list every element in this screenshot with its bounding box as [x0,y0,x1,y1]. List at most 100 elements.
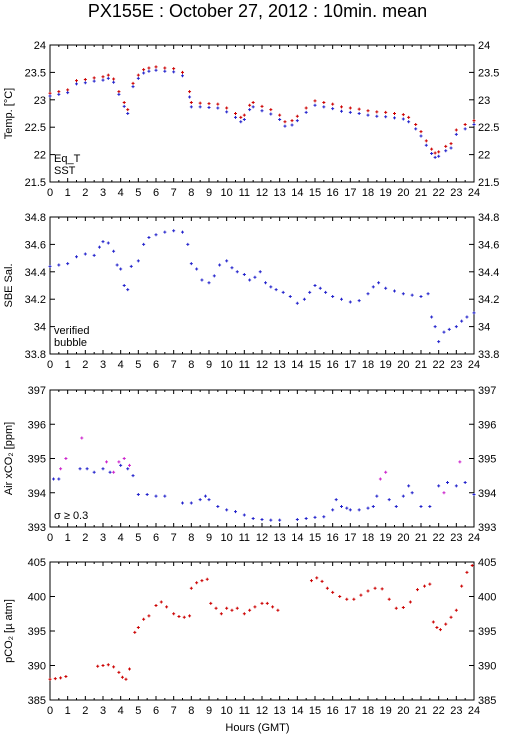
y-tick-label-left: 34.6 [25,239,46,251]
data-point [101,240,105,244]
data-point [189,101,193,105]
data-point [375,114,379,118]
y-tick-label-left: 405 [28,557,46,569]
y-tick-label-right: 22 [478,150,490,162]
y-tick-label-left: 397 [28,385,46,397]
data-point [172,229,176,233]
x-tick-label: 19 [380,187,392,199]
y-tick-label-right: 397 [478,385,496,397]
data-point [251,105,255,109]
data-point [472,311,476,315]
data-point [357,299,361,303]
data-point [419,504,423,508]
data-point [265,601,269,605]
data-point [128,667,131,671]
data-point [147,69,151,73]
data-point [92,470,96,474]
data-point [449,615,453,619]
data-point [52,477,56,481]
data-point [431,620,435,624]
data-point [83,81,87,85]
data-point [384,110,388,114]
data-point [424,143,428,147]
data-point [106,76,110,80]
x-tick-label: 17 [344,532,356,544]
y-tick-label-right: 393 [478,522,496,534]
data-point [384,286,388,290]
x-tick-label: 23 [450,705,462,717]
data-point [435,626,439,630]
data-point [304,110,308,114]
data-point [248,278,252,282]
x-tick-label: 0 [47,359,53,371]
y-tick-label-left: 394 [28,488,46,500]
data-point [216,106,220,110]
data-point [442,491,446,495]
x-tick-label: 1 [65,187,71,199]
data-point [324,290,328,294]
y-axis-label: pCO₂ [µ atm] [3,599,15,663]
y-tick-label-left: 21.5 [25,177,46,189]
data-point [325,586,329,590]
data-point [147,66,151,70]
data-point [147,236,151,240]
data-point [401,606,405,610]
x-tick-label: 10 [221,359,233,371]
data-point [122,284,126,287]
data-point [387,597,391,601]
data-point [276,608,280,612]
data-point [442,330,446,334]
data-point [120,675,124,679]
data-point [182,615,186,619]
data-point [251,101,255,105]
data-point [75,82,78,86]
data-point [112,77,116,81]
data-point [207,105,211,109]
data-point [92,253,96,257]
x-axis-label: Hours (GMT) [225,722,290,734]
data-point [181,501,184,505]
data-point [92,76,96,80]
x-tick-label: 6 [153,359,159,371]
data-point [437,484,441,488]
x-tick-label: 2 [82,705,88,717]
x-tick-label: 18 [362,187,374,199]
data-point [331,107,335,111]
plot-frame [49,389,475,528]
x-tick-label: 7 [171,705,177,717]
x-tick-label: 15 [309,532,321,544]
data-point [225,508,229,512]
data-point [444,149,448,153]
data-point [433,155,437,159]
x-tick-label: 3 [100,187,106,199]
data-point [340,297,343,301]
data-point [318,286,322,290]
data-point [128,463,131,467]
data-point [106,73,110,77]
legend-entry: bubble [54,337,87,349]
x-tick-label: 8 [188,532,194,544]
y-tick-label-left: 396 [28,419,46,431]
data-point [165,605,169,609]
data-point [384,115,388,119]
data-point [200,579,204,583]
y-tick-label-right: 395 [478,626,496,638]
data-point [59,467,63,471]
y-tick-label-left: 22.5 [25,122,46,134]
data-point [216,102,220,106]
data-point [438,628,442,632]
data-point [188,614,192,618]
x-tick-label: 4 [118,187,124,199]
data-point [218,263,222,267]
data-point [290,119,294,123]
data-point [428,504,432,508]
data-point [401,292,405,296]
y-tick-label-left: 22 [34,150,46,162]
data-point [454,132,458,136]
data-point [357,107,361,111]
x-tick-label: 11 [239,359,250,371]
x-tick-label: 24 [468,705,480,717]
data-point [248,608,252,612]
data-point [48,91,52,95]
